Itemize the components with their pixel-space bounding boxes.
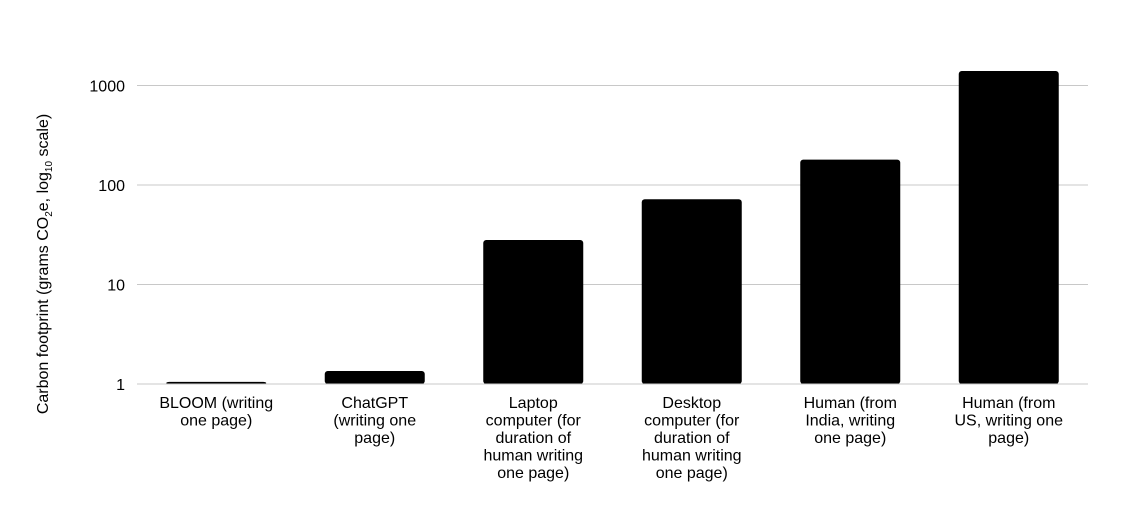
x-category-label: Laptop computer (for duration of human writ… xyxy=(483,395,583,482)
x-category-label: ChatGPT (writing one page) xyxy=(333,395,416,447)
x-category-label: BLOOM (writing one page) xyxy=(159,395,273,430)
x-category-label: Human (from India, writing one page) xyxy=(804,395,897,447)
x-category-labels: BLOOM (writing one page) ChatGPT (writing o… xyxy=(159,395,1063,482)
bar xyxy=(324,371,425,384)
bar xyxy=(800,159,901,384)
x-category-label: Desktop computer (for duration of human wri… xyxy=(642,395,742,482)
y-tick-label: 1000 xyxy=(89,79,125,96)
bar xyxy=(166,381,267,384)
y-tick-label: 10 xyxy=(107,278,125,295)
grid-lines xyxy=(137,85,1088,285)
bar xyxy=(641,199,742,384)
x-category-label: Human (from US, writing one page) xyxy=(955,395,1064,447)
bars xyxy=(166,70,1059,384)
bar xyxy=(483,240,584,384)
bar xyxy=(958,70,1059,384)
y-tick-labels: 1 10 100 1000 xyxy=(89,79,125,395)
y-tick-label: 1 xyxy=(116,377,125,394)
y-tick-label: 100 xyxy=(98,178,125,195)
y-axis-label: Carbon footprint (grams CO2e, log10 scal… xyxy=(35,114,55,414)
